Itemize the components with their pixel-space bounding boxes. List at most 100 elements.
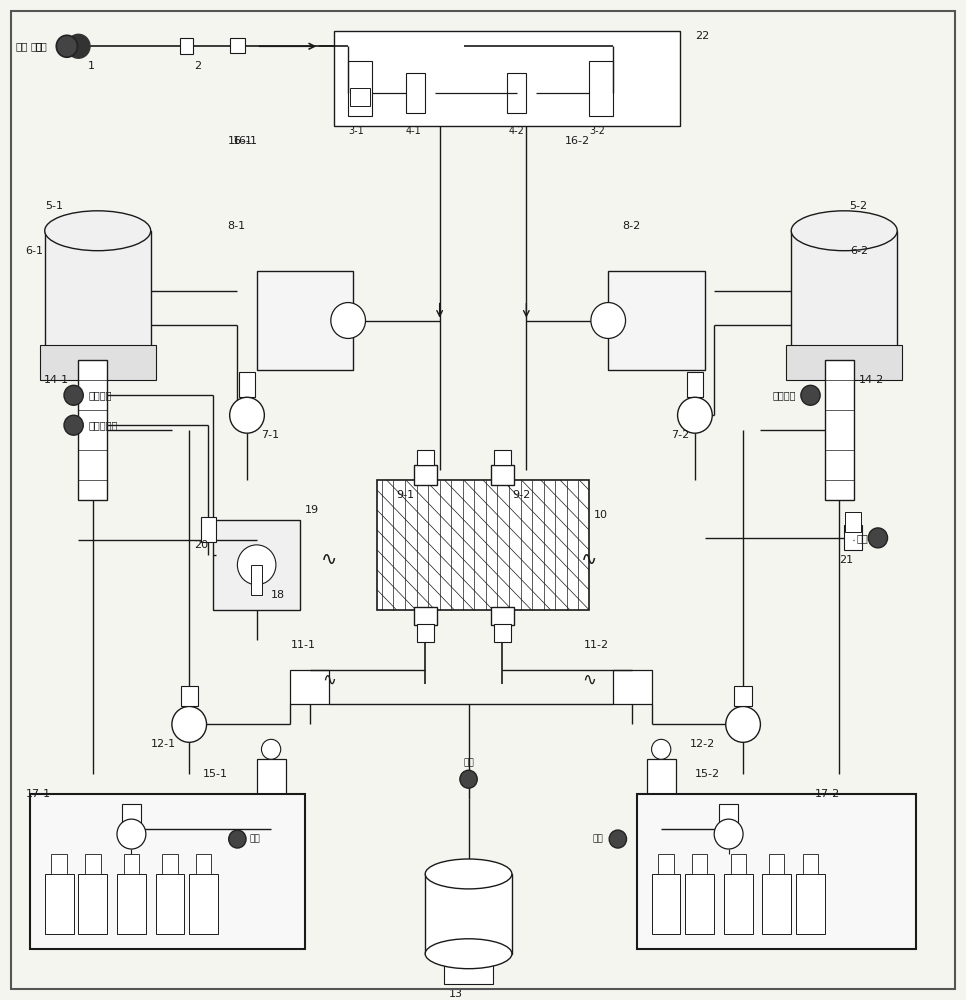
Bar (406, 73, 425, 113)
Bar (251, 565, 263, 595)
Circle shape (610, 830, 627, 848)
Text: 开停工油: 开停工油 (773, 390, 796, 400)
Bar (377, 480, 589, 610)
Bar (257, 759, 286, 799)
Bar (189, 874, 218, 934)
Bar (658, 854, 673, 874)
Bar (180, 38, 193, 54)
Text: ∿: ∿ (581, 550, 597, 569)
Bar (647, 759, 675, 799)
Text: 21: 21 (839, 555, 854, 565)
Text: 18: 18 (271, 590, 285, 600)
Bar (651, 874, 680, 934)
Bar (44, 874, 73, 934)
Text: 14-1: 14-1 (43, 375, 69, 385)
Circle shape (229, 830, 246, 848)
Text: 气源: 气源 (30, 41, 43, 51)
Text: 气源: 气源 (35, 41, 47, 51)
Text: 22: 22 (695, 31, 709, 41)
Bar (719, 804, 738, 824)
Text: 16-1: 16-1 (228, 136, 253, 146)
Bar (350, 88, 370, 106)
Bar (85, 854, 100, 874)
Text: 放空: 放空 (463, 758, 474, 767)
Bar (162, 854, 178, 874)
Text: ∿: ∿ (322, 671, 336, 689)
Text: 3-1: 3-1 (348, 126, 364, 136)
Bar (413, 465, 437, 485)
Bar (213, 520, 300, 610)
Circle shape (725, 706, 760, 742)
Text: 3-2: 3-2 (589, 126, 605, 136)
Bar (257, 271, 353, 370)
Bar (122, 804, 141, 824)
Bar (609, 271, 704, 370)
Text: 6-1: 6-1 (25, 246, 43, 256)
Bar (692, 854, 707, 874)
Bar (638, 794, 917, 949)
Bar (613, 670, 651, 704)
Text: 10: 10 (594, 510, 608, 520)
Bar (825, 360, 854, 500)
Circle shape (67, 34, 90, 58)
Bar (51, 854, 67, 874)
Text: ∿: ∿ (582, 671, 596, 689)
Circle shape (591, 303, 626, 338)
Bar (507, 73, 526, 113)
Bar (44, 231, 151, 350)
Text: 12-1: 12-1 (151, 739, 176, 749)
Text: 5-1: 5-1 (44, 201, 63, 211)
Text: 12-2: 12-2 (690, 739, 716, 749)
Bar (685, 874, 714, 934)
Circle shape (230, 397, 265, 433)
Bar (791, 231, 897, 350)
Circle shape (56, 35, 77, 57)
Bar (78, 360, 107, 500)
Bar (413, 607, 437, 625)
Bar (803, 854, 818, 874)
Text: 17-1: 17-1 (25, 789, 50, 799)
Bar (181, 686, 198, 706)
Bar (724, 874, 753, 934)
Text: 2: 2 (194, 61, 201, 71)
Text: 16-1: 16-1 (233, 136, 258, 146)
Bar (494, 450, 511, 465)
Text: 13: 13 (449, 989, 464, 999)
Bar (730, 854, 746, 874)
Text: 开停工液: 开停工液 (88, 390, 112, 400)
Circle shape (801, 385, 820, 405)
Ellipse shape (425, 939, 512, 969)
Text: 15-2: 15-2 (695, 769, 720, 779)
Circle shape (677, 397, 712, 433)
Text: 4-2: 4-2 (509, 126, 525, 136)
Text: 20: 20 (194, 540, 208, 550)
Text: 7-1: 7-1 (262, 430, 279, 440)
Bar (589, 61, 613, 116)
Text: 5-2: 5-2 (849, 201, 867, 211)
Text: 放空: 放空 (593, 835, 604, 844)
Bar (291, 670, 328, 704)
Bar (687, 372, 702, 397)
Circle shape (651, 739, 670, 759)
Circle shape (262, 739, 281, 759)
Text: 7-2: 7-2 (670, 430, 689, 440)
Text: 8-2: 8-2 (623, 221, 640, 231)
Text: 15-1: 15-1 (203, 769, 228, 779)
Text: 放空: 放空 (250, 835, 261, 844)
Circle shape (868, 528, 888, 548)
Text: 9-1: 9-1 (396, 490, 414, 500)
Bar (348, 61, 372, 116)
Bar (845, 512, 861, 532)
Text: 气源: 气源 (15, 41, 28, 51)
Bar (201, 517, 216, 542)
Bar (734, 686, 752, 706)
Ellipse shape (44, 211, 151, 251)
Bar (769, 854, 784, 874)
Text: 14-2: 14-2 (859, 375, 884, 385)
Bar (156, 874, 185, 934)
Bar (494, 624, 511, 642)
Circle shape (460, 770, 477, 788)
Bar (491, 607, 514, 625)
Bar (844, 525, 862, 550)
Bar (416, 624, 434, 642)
